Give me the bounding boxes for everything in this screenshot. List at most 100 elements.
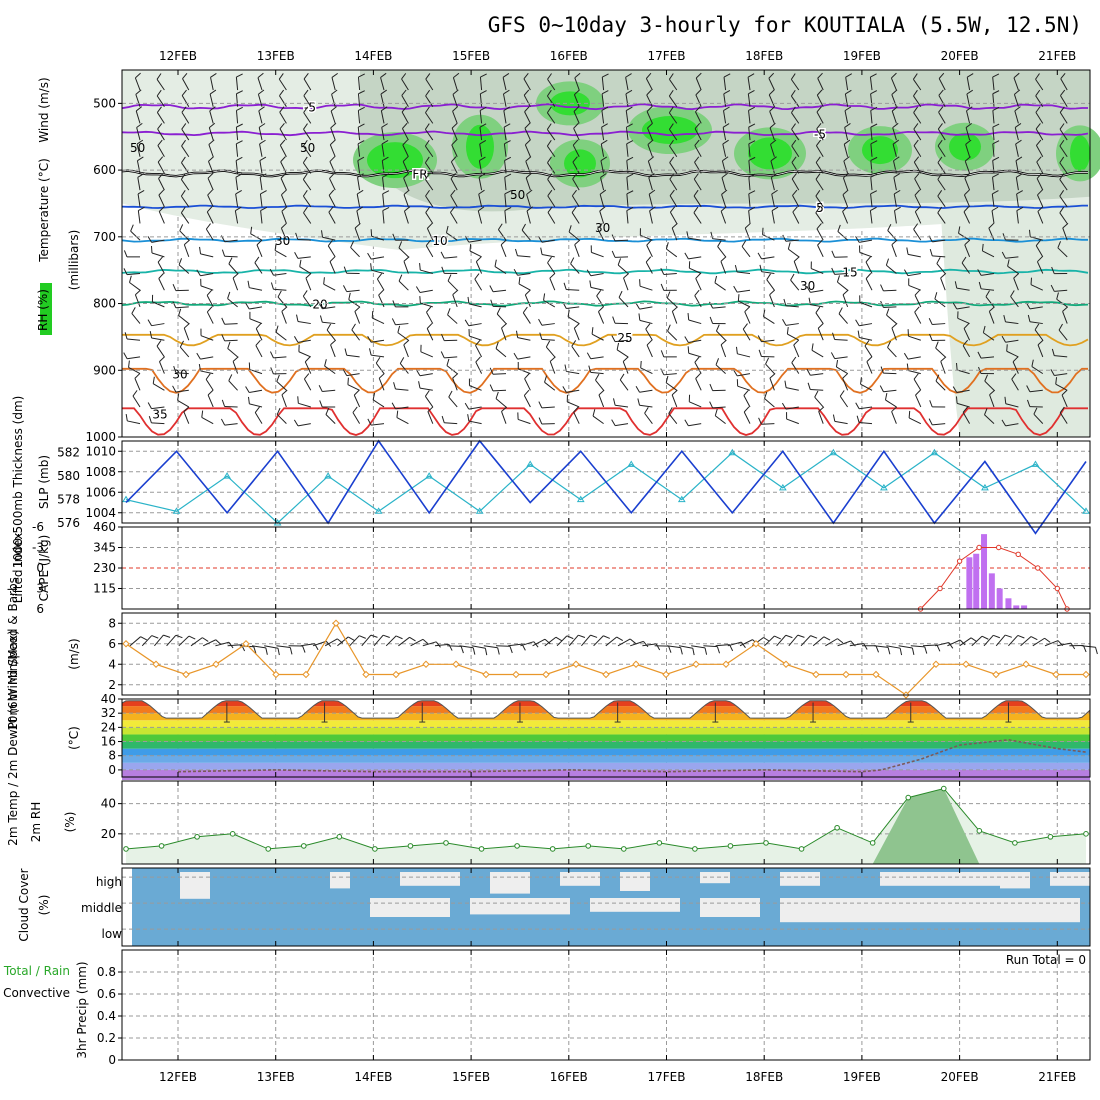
wind-barb-feather bbox=[503, 106, 511, 111]
wind-barb bbox=[381, 160, 385, 174]
wind-barb bbox=[785, 406, 799, 410]
wind-barb-feather bbox=[467, 414, 470, 422]
thickness-point bbox=[576, 495, 585, 503]
wind-barb bbox=[743, 395, 751, 408]
pressure-axis-label: (millibars) bbox=[67, 230, 81, 291]
wind-barb-feather bbox=[1060, 89, 1066, 96]
wind-barb bbox=[893, 193, 897, 207]
wind-barb bbox=[614, 256, 629, 258]
wind-barb-feather bbox=[785, 634, 793, 639]
thickness-point bbox=[930, 448, 939, 456]
wind-barb-feather bbox=[600, 156, 608, 162]
rh-contour-label: 30 bbox=[800, 279, 815, 293]
panel-border bbox=[121, 949, 1091, 1061]
wind-barb bbox=[908, 335, 921, 341]
wind-barb-feather bbox=[722, 139, 729, 145]
wind-barb-feather bbox=[453, 72, 460, 78]
rh2m-point bbox=[478, 846, 485, 852]
wind-barb-feather bbox=[196, 269, 201, 277]
wind-barb bbox=[357, 143, 361, 157]
wind-barb bbox=[419, 387, 433, 391]
wind-barb-feather bbox=[279, 89, 285, 97]
wind-barb-feather bbox=[645, 256, 652, 263]
wind-barb-feather bbox=[329, 172, 335, 179]
wind-barb bbox=[914, 311, 922, 324]
wind-barb-feather bbox=[302, 156, 308, 164]
wind-barb-feather bbox=[426, 323, 433, 329]
wind-barb-feather bbox=[936, 644, 941, 652]
wind-barb-feather bbox=[215, 639, 222, 645]
wind-barb-feather bbox=[791, 123, 796, 130]
wind-barb bbox=[201, 417, 214, 425]
wind-barb-feather bbox=[870, 73, 877, 78]
cloud-clear-gap bbox=[780, 872, 820, 886]
lifted-tick-label: 6 bbox=[36, 602, 44, 616]
wind-barb-feather bbox=[303, 206, 308, 214]
wind-barb-feather bbox=[425, 173, 430, 180]
wind-barb-feather bbox=[668, 645, 672, 653]
wind-barb-feather bbox=[891, 106, 898, 112]
wind-barb bbox=[495, 398, 507, 408]
wind-barb bbox=[129, 636, 141, 647]
wind-speed-point bbox=[182, 670, 190, 679]
wind-barb-feather bbox=[845, 73, 853, 78]
wind-barb-feather bbox=[1036, 139, 1042, 146]
wind-barb-feather bbox=[123, 250, 128, 258]
wind-barb bbox=[469, 250, 482, 258]
wind-barb bbox=[792, 195, 800, 208]
wind-barb bbox=[178, 264, 190, 274]
wind-barb bbox=[887, 347, 897, 358]
y-tick-label: 0.6 bbox=[97, 987, 116, 1001]
wind-barb bbox=[1035, 78, 1044, 91]
wind-barb-feather bbox=[914, 173, 920, 180]
wind-barb-feather bbox=[497, 647, 500, 655]
wind-barb-feather bbox=[1044, 637, 1051, 643]
wind-barb-feather bbox=[522, 306, 528, 313]
wind-barb-feather bbox=[964, 239, 971, 246]
wind-barb bbox=[200, 356, 214, 360]
wind-barb-feather bbox=[741, 240, 747, 247]
y-tick-label: 8 bbox=[108, 749, 116, 763]
rh-legend-swatch bbox=[40, 283, 52, 335]
wind-barb-feather bbox=[452, 89, 459, 95]
temperature-contour bbox=[121, 204, 1088, 209]
rh-blob-inner bbox=[1070, 135, 1090, 172]
wind-barb bbox=[769, 111, 775, 124]
wind-barb bbox=[1059, 162, 1068, 174]
wind-barb bbox=[206, 311, 214, 324]
wind-barb bbox=[493, 289, 507, 293]
wind-barb-feather bbox=[626, 140, 634, 145]
wind-barb-feather bbox=[1010, 290, 1015, 297]
wind-barb-feather bbox=[397, 325, 401, 333]
wind-barb-feather bbox=[793, 339, 800, 346]
lifted-index-point bbox=[1015, 551, 1021, 558]
wind-barb bbox=[399, 363, 409, 374]
wind-barb-feather bbox=[863, 643, 868, 650]
wind-barb-feather bbox=[129, 275, 132, 283]
wind-barb-feather bbox=[399, 357, 405, 364]
wind-barb-feather bbox=[626, 190, 634, 195]
rh2m-point bbox=[407, 843, 414, 849]
wind-barb bbox=[932, 423, 946, 426]
wind-barb-feather bbox=[571, 340, 577, 347]
wind-barb bbox=[626, 160, 629, 174]
wind-barb bbox=[844, 110, 849, 124]
cloud-clear-gap bbox=[400, 872, 460, 886]
wind-barb bbox=[228, 380, 238, 391]
y-tick-label: 0.2 bbox=[97, 1031, 116, 1045]
wind-barb-feather bbox=[158, 172, 164, 179]
wind-barb-feather bbox=[721, 172, 728, 179]
wind-barb-feather bbox=[963, 323, 970, 329]
wind-barb bbox=[157, 145, 165, 157]
wind-barb bbox=[601, 93, 605, 107]
precip-legend-total: Total bbox=[3, 964, 32, 978]
wind-barb bbox=[137, 193, 141, 207]
wind-barb bbox=[890, 77, 897, 91]
wind-barb-feather bbox=[330, 106, 337, 112]
wind-barb-feather bbox=[845, 89, 852, 95]
wind-barb bbox=[477, 210, 483, 224]
wind-barb bbox=[669, 211, 678, 224]
wind-barb bbox=[842, 211, 849, 224]
wind-barb-feather bbox=[402, 156, 409, 162]
wind-barb bbox=[678, 645, 693, 649]
